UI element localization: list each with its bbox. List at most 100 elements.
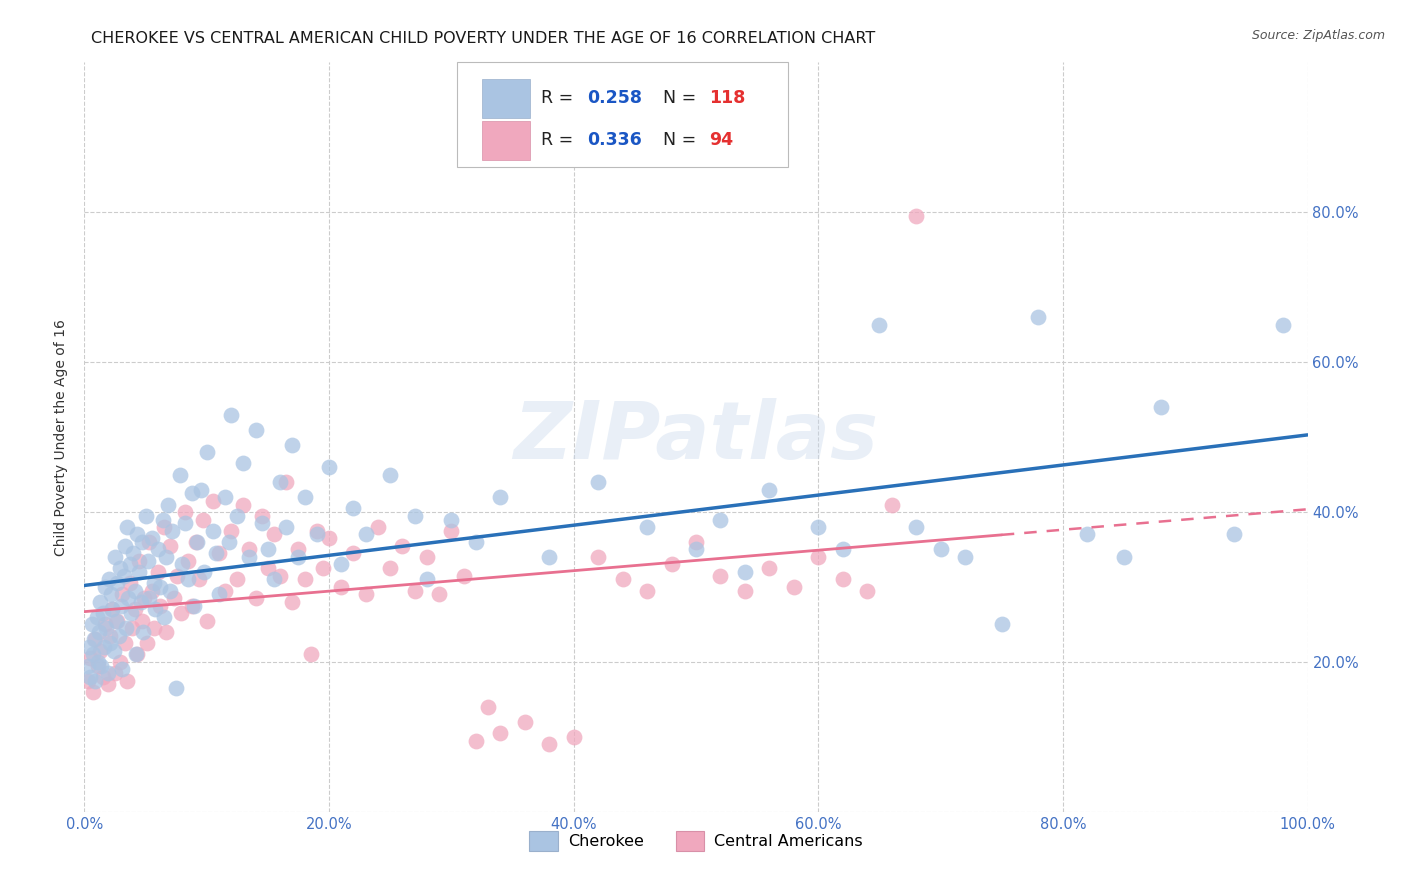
Point bbox=[118, 576, 141, 591]
Point bbox=[257, 561, 280, 575]
Point bbox=[115, 673, 138, 688]
Point bbox=[586, 549, 609, 564]
Point bbox=[869, 318, 891, 332]
Point bbox=[831, 542, 853, 557]
Point bbox=[905, 209, 928, 223]
Point bbox=[464, 733, 486, 747]
Point bbox=[257, 542, 280, 557]
Point bbox=[77, 640, 100, 654]
Point bbox=[172, 558, 194, 572]
Text: 94: 94 bbox=[710, 131, 734, 149]
Point bbox=[807, 520, 830, 534]
Point bbox=[143, 576, 166, 591]
Point bbox=[141, 531, 163, 545]
Point bbox=[734, 565, 756, 579]
Point bbox=[114, 539, 136, 553]
Point bbox=[108, 655, 131, 669]
Point bbox=[245, 591, 267, 606]
Point bbox=[1272, 318, 1295, 332]
Legend: Cherokee, Central Americans: Cherokee, Central Americans bbox=[523, 824, 869, 858]
Point bbox=[115, 621, 138, 635]
Point bbox=[214, 583, 236, 598]
Point bbox=[98, 629, 121, 643]
Point bbox=[108, 561, 131, 575]
Point bbox=[188, 573, 211, 587]
Point bbox=[538, 737, 561, 751]
Point bbox=[124, 583, 146, 598]
Point bbox=[152, 512, 174, 526]
Point bbox=[440, 524, 463, 538]
Point bbox=[685, 542, 707, 557]
Point bbox=[201, 493, 224, 508]
Point bbox=[312, 561, 335, 575]
Point bbox=[131, 614, 153, 628]
Point bbox=[146, 565, 169, 579]
Point bbox=[330, 558, 353, 572]
Point bbox=[195, 445, 218, 459]
Point bbox=[586, 475, 609, 489]
Point bbox=[125, 648, 148, 662]
Point bbox=[281, 437, 304, 451]
Point bbox=[103, 643, 125, 657]
Point bbox=[125, 527, 148, 541]
Point bbox=[173, 505, 195, 519]
Point bbox=[636, 583, 658, 598]
Point bbox=[87, 658, 110, 673]
Point bbox=[120, 606, 142, 620]
Text: R =: R = bbox=[541, 131, 578, 149]
Text: CHEROKEE VS CENTRAL AMERICAN CHILD POVERTY UNDER THE AGE OF 16 CORRELATION CHART: CHEROKEE VS CENTRAL AMERICAN CHILD POVER… bbox=[91, 31, 876, 46]
Point bbox=[79, 651, 101, 665]
Point bbox=[342, 501, 364, 516]
Point bbox=[380, 467, 402, 482]
Point bbox=[191, 512, 214, 526]
Point bbox=[87, 655, 110, 669]
Point bbox=[138, 535, 160, 549]
Point bbox=[380, 561, 402, 575]
Point bbox=[250, 516, 273, 531]
Point bbox=[166, 568, 188, 582]
Point bbox=[80, 617, 103, 632]
FancyBboxPatch shape bbox=[482, 121, 530, 160]
Point bbox=[89, 643, 111, 657]
Point bbox=[105, 576, 128, 591]
Point bbox=[186, 535, 208, 549]
Point bbox=[489, 490, 512, 504]
Point bbox=[105, 614, 128, 628]
Point bbox=[173, 516, 195, 531]
Point bbox=[91, 670, 114, 684]
Point bbox=[685, 535, 707, 549]
Point bbox=[184, 535, 207, 549]
Point bbox=[208, 546, 231, 560]
Point bbox=[562, 730, 585, 744]
Point bbox=[89, 595, 111, 609]
Point bbox=[299, 648, 322, 662]
Point bbox=[287, 549, 309, 564]
FancyBboxPatch shape bbox=[457, 62, 787, 168]
Point bbox=[661, 558, 683, 572]
Point bbox=[143, 621, 166, 635]
Point bbox=[1223, 527, 1246, 541]
Point bbox=[149, 599, 172, 613]
Point bbox=[118, 558, 141, 572]
Point bbox=[905, 520, 928, 534]
Point bbox=[111, 662, 134, 676]
Point bbox=[709, 568, 731, 582]
Point bbox=[269, 475, 291, 489]
Point bbox=[305, 524, 328, 538]
Point bbox=[250, 508, 273, 523]
Point bbox=[135, 636, 157, 650]
Point bbox=[97, 677, 120, 691]
Point bbox=[165, 681, 187, 695]
Point bbox=[104, 666, 127, 681]
Point bbox=[276, 520, 298, 534]
Point bbox=[138, 591, 160, 606]
Point bbox=[453, 568, 475, 582]
Point bbox=[464, 535, 486, 549]
Point bbox=[143, 602, 166, 616]
Point bbox=[391, 539, 413, 553]
Point bbox=[86, 610, 108, 624]
Point bbox=[128, 554, 150, 568]
Point bbox=[1028, 310, 1050, 325]
Point bbox=[880, 498, 903, 512]
Text: N =: N = bbox=[664, 131, 702, 149]
